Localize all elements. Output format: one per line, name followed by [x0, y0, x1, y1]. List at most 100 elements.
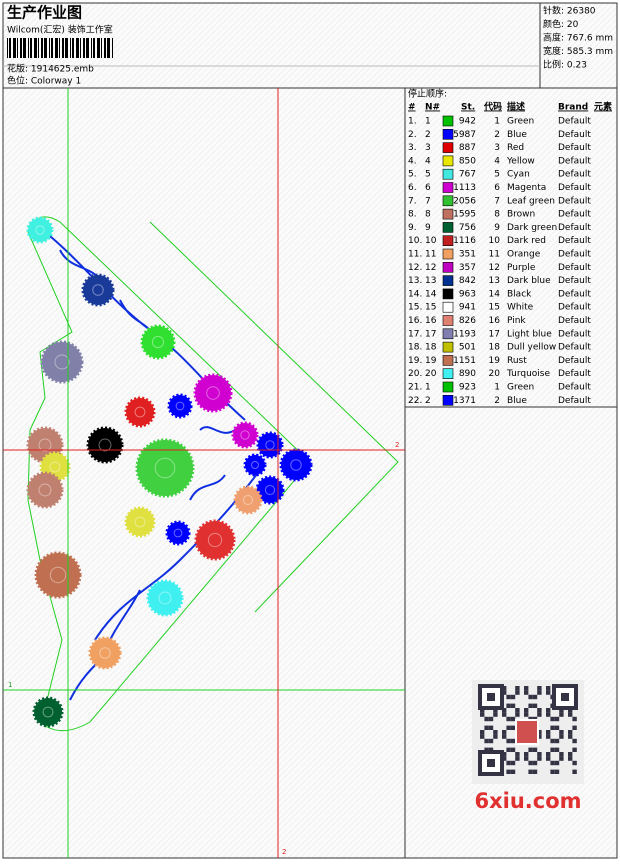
needle: 19 [425, 356, 437, 366]
qr-cell [480, 712, 485, 717]
row-index: 9. [408, 223, 417, 233]
flower [243, 453, 267, 477]
brand: Default [558, 210, 591, 220]
needle: 11 [425, 250, 436, 260]
stitches: 887 [459, 143, 476, 153]
needle: 17 [425, 329, 436, 339]
stitches: 351 [459, 250, 476, 260]
qr-cell [537, 708, 542, 713]
qr-cell [559, 756, 564, 761]
flower-center [175, 401, 185, 411]
row-index: 6. [408, 183, 417, 193]
brand: Default [558, 316, 591, 326]
watermark: 6xiu.com [474, 789, 581, 813]
brand: Default [558, 276, 591, 286]
qr-cell [537, 686, 542, 691]
flower-center [264, 484, 276, 496]
column-header: N# [425, 103, 440, 113]
needle: 2 [425, 396, 431, 406]
code: 7 [494, 196, 500, 206]
stitches: 767 [459, 170, 476, 180]
flower-center [42, 706, 54, 718]
code: 12 [489, 263, 500, 273]
qr-cell [480, 730, 485, 735]
qr-cell [554, 725, 560, 730]
qr-cell [488, 716, 494, 722]
description: Red [507, 143, 524, 153]
qr-cell [502, 730, 507, 735]
qr-cell [484, 738, 489, 744]
flower-center [134, 406, 146, 418]
color-swatch [442, 195, 454, 207]
color-swatch [442, 355, 454, 366]
flower-center [265, 440, 275, 450]
barcode [7, 38, 113, 58]
brand: Default [558, 356, 591, 366]
brand: Default [558, 303, 591, 313]
column-header: # [408, 103, 416, 113]
qr-cell [537, 712, 542, 717]
brand: Default [558, 130, 591, 140]
bar-stripe [55, 38, 58, 58]
bar-stripe [93, 38, 95, 58]
bar-stripe [38, 38, 39, 58]
flower-center [207, 532, 223, 548]
bar-stripe [65, 38, 68, 58]
row-index: 5. [408, 170, 417, 180]
code: 2 [494, 396, 500, 406]
bar-stripe [72, 38, 74, 58]
description: Leaf green [507, 196, 555, 206]
bar-stripe [107, 38, 110, 58]
qr-finder [561, 693, 569, 701]
color-swatch [442, 368, 454, 380]
color-swatch [442, 235, 454, 246]
qr-cell [528, 769, 533, 774]
flower-center [98, 438, 112, 452]
row-index: 12. [408, 263, 422, 273]
bar-stripe [23, 38, 26, 58]
qr-cell [546, 690, 551, 695]
info-line: 比例: 0.23 [543, 59, 587, 71]
flower [231, 421, 259, 449]
qr-cell [550, 760, 555, 766]
color-swatch [442, 129, 454, 140]
needle: 18 [425, 343, 437, 353]
stitches: 923 [459, 383, 476, 393]
code: 4 [494, 156, 500, 166]
bar-stripe [13, 38, 16, 58]
flower [86, 426, 124, 464]
qr-cell [515, 752, 520, 757]
color-swatch [442, 222, 454, 233]
code: 3 [494, 143, 500, 153]
row-index: 15. [408, 303, 422, 313]
qr-cell [559, 712, 564, 717]
flower [124, 396, 156, 428]
brand: Default [558, 289, 591, 299]
brand: Default [558, 383, 591, 393]
column-header: Brand [558, 103, 588, 113]
needle: 13 [425, 276, 436, 286]
row-index: 10. [408, 236, 422, 246]
bar-stripe [97, 38, 100, 58]
flower [124, 506, 156, 538]
qr-cell [506, 703, 511, 708]
stitches: 1113 [453, 183, 476, 193]
bar-stripe [49, 38, 50, 58]
qr-cell [510, 747, 516, 752]
qr-cell [537, 690, 542, 695]
stitches: 1371 [453, 396, 476, 406]
row-index: 8. [408, 210, 417, 220]
description: Dark blue [507, 276, 551, 286]
brand: Default [558, 263, 591, 273]
qr-cell [572, 747, 577, 752]
description: White [507, 303, 534, 313]
bar-stripe [44, 38, 47, 58]
qr-cell [528, 703, 533, 708]
brand: Default [558, 117, 591, 127]
description: Turquoise [506, 369, 550, 379]
stitches: 963 [459, 289, 476, 299]
color-swatch [442, 328, 454, 340]
color-swatch [442, 182, 454, 193]
flower [167, 393, 193, 419]
flower-center [173, 528, 183, 538]
